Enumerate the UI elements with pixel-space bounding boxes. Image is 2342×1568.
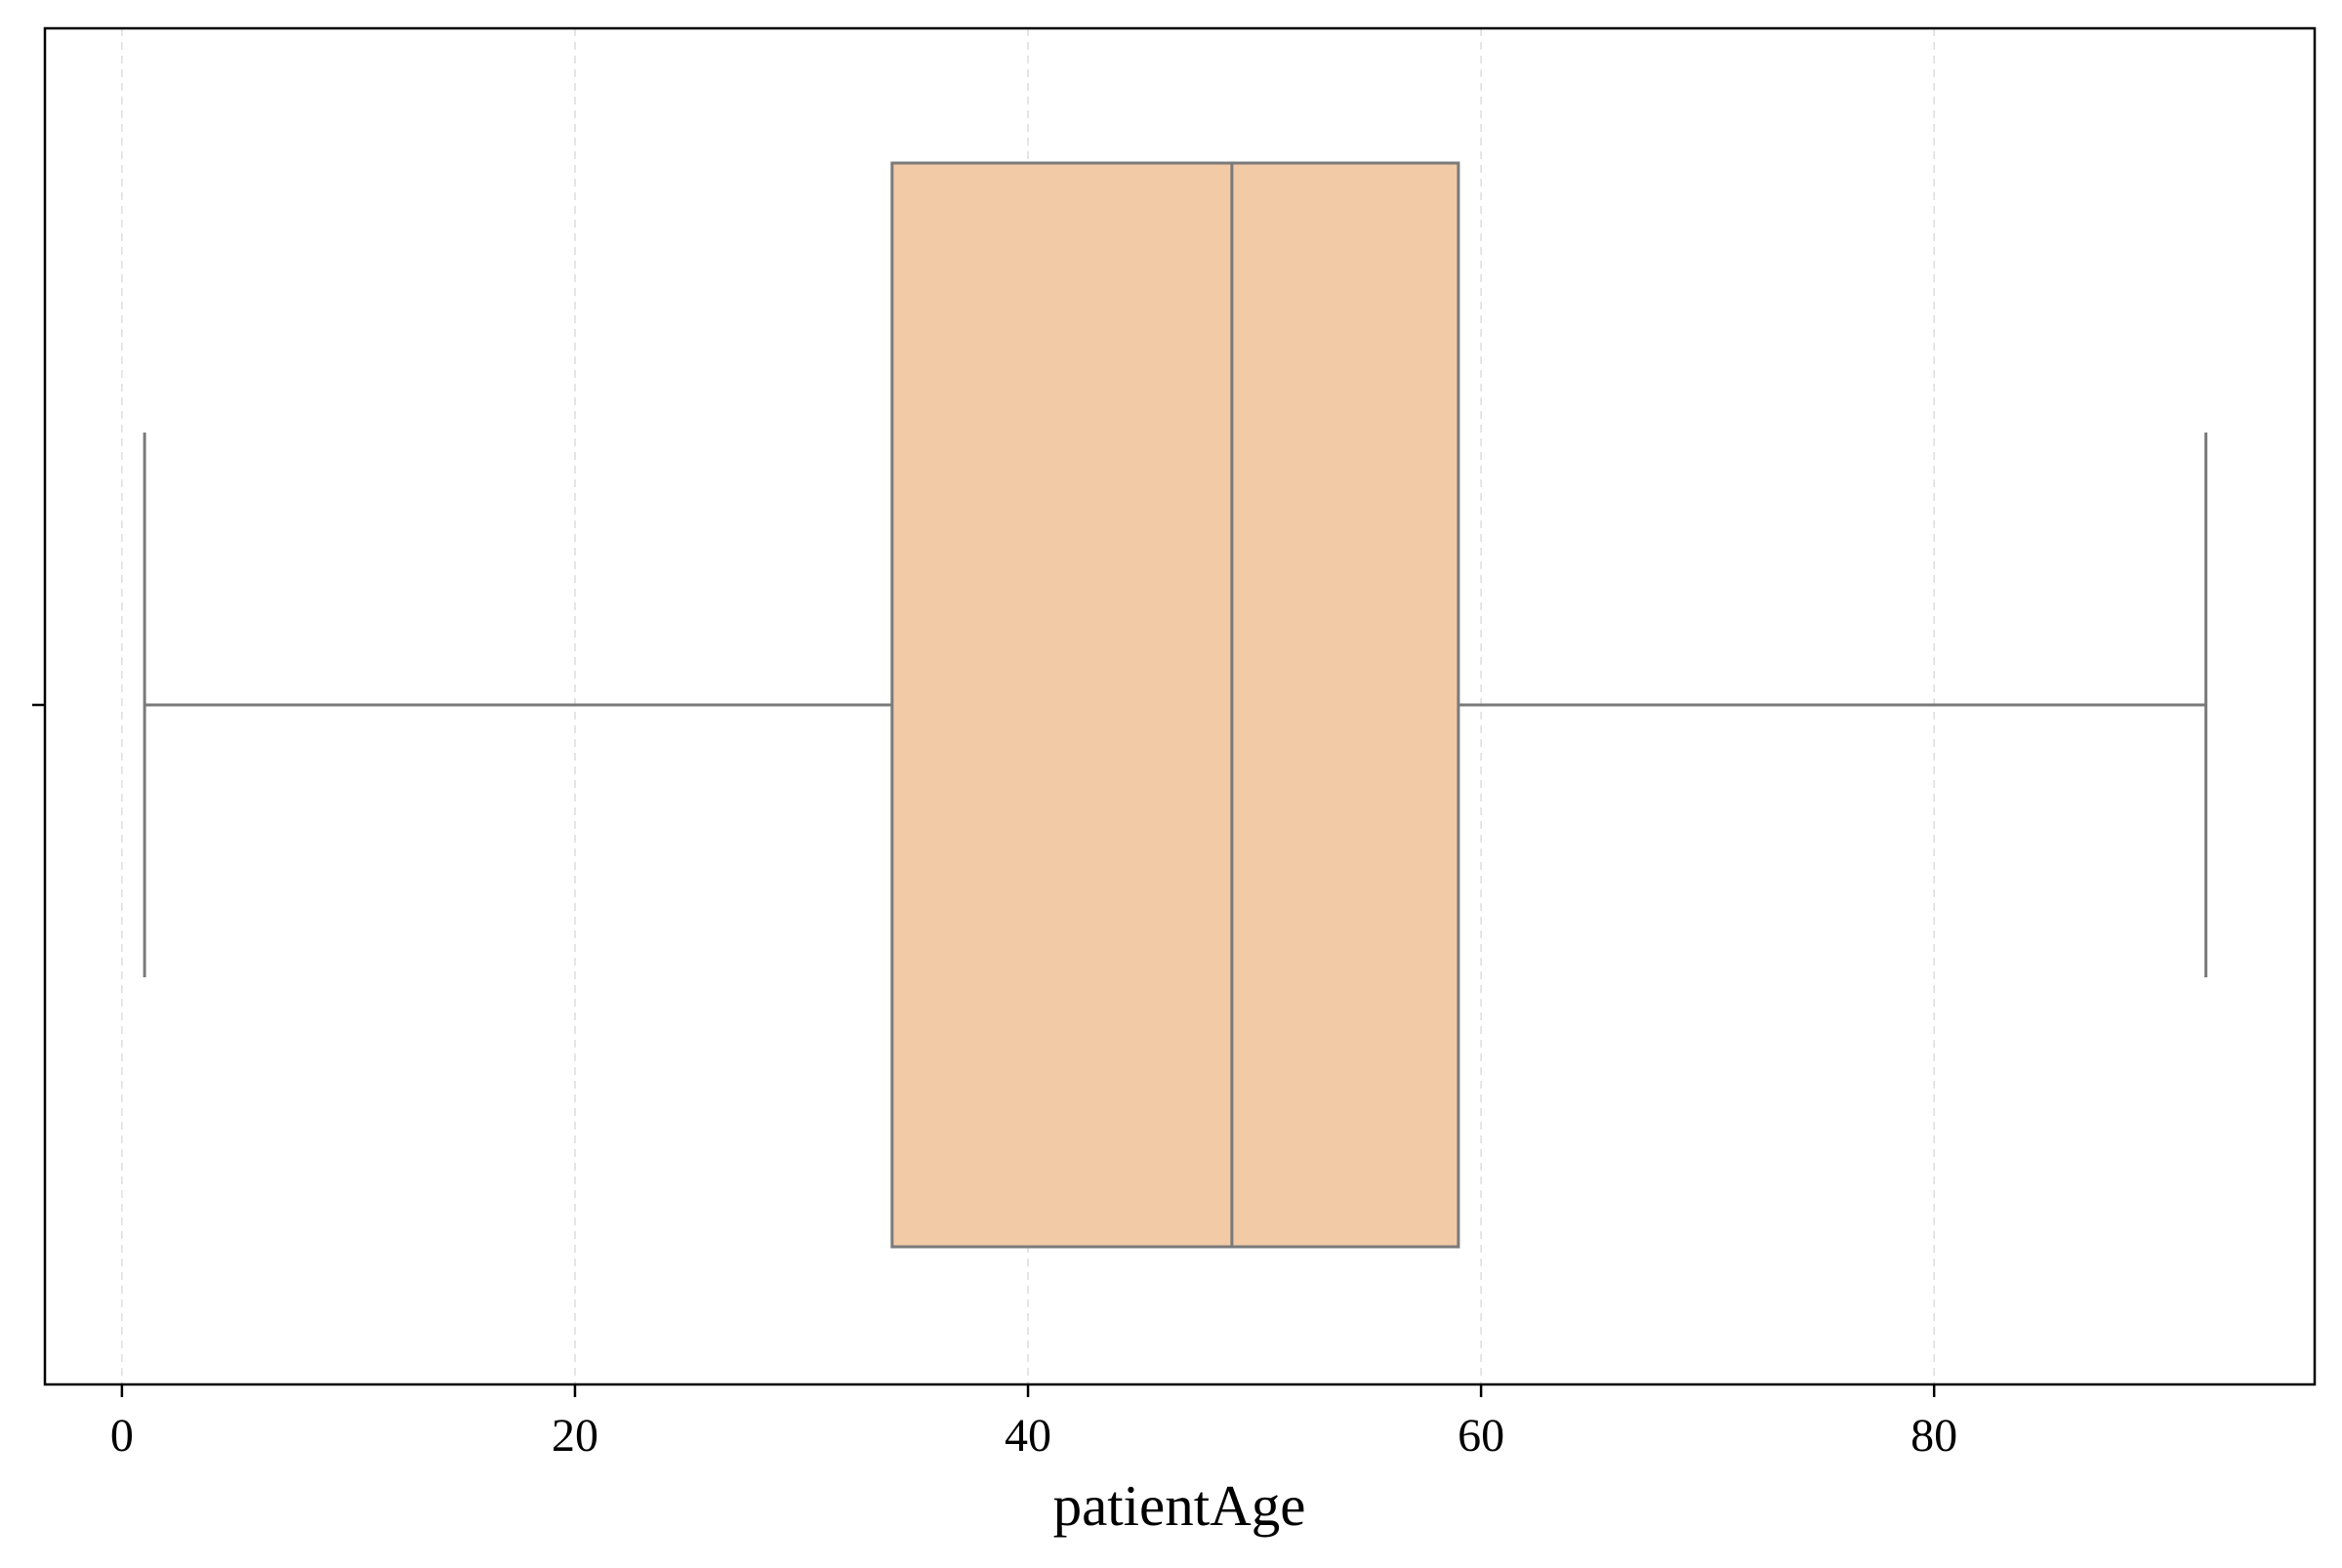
x-tick-label: 60 (1458, 1410, 1504, 1462)
x-tick-label: 80 (1911, 1410, 1957, 1462)
x-tick-label: 0 (110, 1410, 134, 1462)
box-plot (143, 161, 2208, 1249)
x-tick-label: 20 (552, 1410, 598, 1462)
plot-frame (43, 26, 2317, 1386)
iqr-box (890, 161, 1460, 1249)
x-axis-label: patientAge (1053, 1473, 1306, 1538)
x-axis-ticks: 0 20 40 60 80 (110, 1384, 1957, 1462)
x-tick-label: 40 (1005, 1410, 1051, 1462)
